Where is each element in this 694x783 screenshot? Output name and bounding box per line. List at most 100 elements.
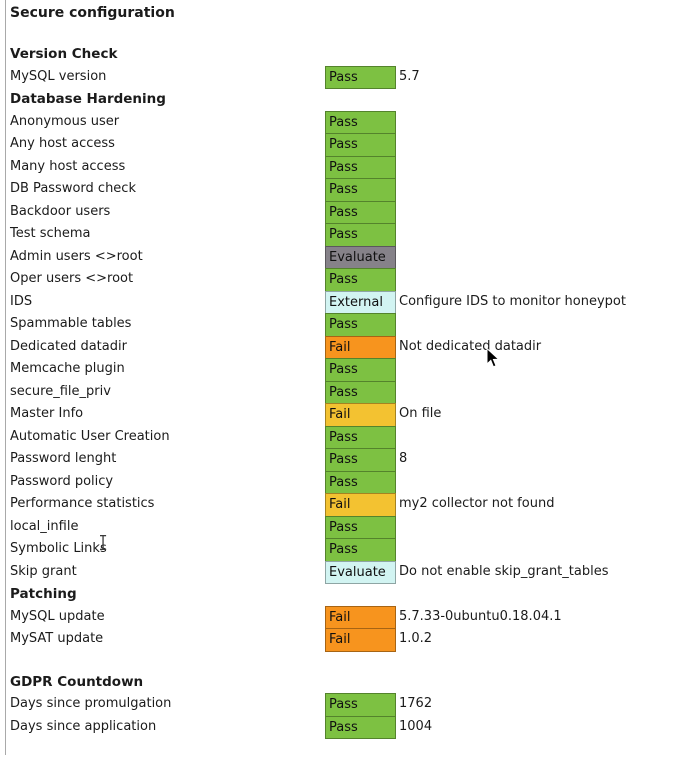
status-badge: Pass xyxy=(325,380,396,404)
status-badge: Evaluate xyxy=(325,245,396,269)
status-badge: Pass xyxy=(325,470,396,494)
check-label: MySQL update xyxy=(10,608,105,624)
section-heading: Patching xyxy=(10,586,77,602)
check-label: Days since promulgation xyxy=(10,696,172,711)
page-title: Secure configuration xyxy=(10,5,175,21)
check-detail: On file xyxy=(399,406,442,421)
check-label: Days since application xyxy=(10,718,157,734)
status-badge: Pass xyxy=(325,155,396,179)
check-detail: 1004 xyxy=(399,718,433,734)
check-row: Dedicated datadir Fail Not dedicated datad… xyxy=(10,335,690,359)
status-badge: Fail xyxy=(325,493,396,517)
section-heading: Database Hardening xyxy=(10,91,166,107)
check-detail: 5.7.33-0ubuntu0.18.04.1 xyxy=(399,608,562,624)
check-row: Master Info Fail On file xyxy=(10,403,690,427)
check-detail: Configure IDS to monitor honeypot xyxy=(399,293,626,309)
check-row: Password policy Pass xyxy=(10,470,690,494)
check-label: Performance statistics xyxy=(10,496,155,511)
check-detail: Not dedicated datadir xyxy=(399,338,542,354)
check-label: IDS xyxy=(10,293,33,309)
check-detail: 1762 xyxy=(399,696,433,711)
status-badge: Fail xyxy=(325,335,396,359)
check-row: DB Password check Pass xyxy=(10,178,690,202)
left-border-line xyxy=(5,0,6,755)
status-badge: Pass xyxy=(325,425,396,449)
section-heading: Version Check xyxy=(10,46,118,62)
status-badge: Evaluate xyxy=(325,560,396,584)
check-detail: 1.0.2 xyxy=(399,631,433,646)
status-badge: Pass xyxy=(325,268,396,292)
check-detail: Do not enable skip_grant_tables xyxy=(399,563,609,579)
check-row: Days since application Pass 1004 xyxy=(10,715,690,739)
status-badge: Pass xyxy=(325,358,396,382)
check-label: Password policy xyxy=(10,473,114,489)
status-badge: Pass xyxy=(325,693,396,717)
status-badge: Pass xyxy=(325,715,396,739)
check-label: Dedicated datadir xyxy=(10,338,127,354)
status-badge: Pass xyxy=(325,448,396,472)
check-label: MySQL version xyxy=(10,68,107,84)
check-row: Test schema Pass xyxy=(10,223,690,247)
check-label: Skip grant xyxy=(10,563,77,579)
check-label: Memcache plugin xyxy=(10,361,125,376)
status-badge: Pass xyxy=(325,313,396,337)
check-row: secure_file_priv Pass xyxy=(10,380,690,404)
check-label: Test schema xyxy=(10,226,91,241)
check-label: Automatic User Creation xyxy=(10,428,170,444)
check-row: Backdoor users Pass xyxy=(10,200,690,224)
status-badge: Pass xyxy=(325,538,396,562)
section-heading: GDPR Countdown xyxy=(10,673,144,690)
check-row: MySQL version Pass 5.7 xyxy=(10,65,690,89)
check-label: Spammable tables xyxy=(10,316,132,331)
status-badge: Pass xyxy=(325,178,396,202)
status-badge: Pass xyxy=(325,515,396,539)
status-badge: Pass xyxy=(325,223,396,247)
check-detail: 5.7 xyxy=(399,68,420,84)
check-row: Days since promulgation Pass 1762 xyxy=(10,693,690,717)
check-label: Symbolic Links xyxy=(10,541,107,556)
check-row: Oper users <>root Pass xyxy=(10,268,690,292)
section-gap xyxy=(10,651,690,671)
check-label: Anonymous user xyxy=(10,113,120,129)
check-row: Many host access Pass xyxy=(10,155,690,179)
check-row: Skip grant Evaluate Do not enable skip_gra… xyxy=(10,560,690,584)
status-badge: Pass xyxy=(325,65,396,89)
check-row: Symbolic Links Pass xyxy=(10,538,690,562)
check-row: Anonymous user Pass xyxy=(10,110,690,134)
check-row: IDS External Configure IDS to monitor hone… xyxy=(10,290,690,314)
report-content: Secure configuration Version Check MySQL … xyxy=(10,2,690,739)
check-row: Automatic User Creation Pass xyxy=(10,425,690,449)
check-row: Memcache plugin Pass xyxy=(10,358,690,382)
check-label: Password lenght xyxy=(10,451,117,466)
status-badge: Pass xyxy=(325,110,396,134)
check-row: Password lenght Pass 8 xyxy=(10,448,690,472)
check-label: Any host access xyxy=(10,136,115,151)
check-row: MySAT update Fail 1.0.2 xyxy=(10,628,690,652)
status-badge: Fail xyxy=(325,628,396,652)
status-badge: Pass xyxy=(325,200,396,224)
check-row: Admin users <>root Evaluate xyxy=(10,245,690,269)
check-label: secure_file_priv xyxy=(10,383,111,399)
check-row: Any host access Pass xyxy=(10,133,690,157)
check-row: MySQL update Fail 5.7.33-0ubuntu0.18.04.1 xyxy=(10,605,690,629)
check-row: Spammable tables Pass xyxy=(10,313,690,337)
check-row: local_infile Pass xyxy=(10,515,690,539)
check-row: Performance statistics Fail my2 collector … xyxy=(10,493,690,517)
status-badge: Pass xyxy=(325,133,396,157)
check-label: local_infile xyxy=(10,518,79,534)
status-badge: Fail xyxy=(325,605,396,629)
report-body: Version Check MySQL version Pass 5.7 Databas… xyxy=(10,43,690,739)
check-detail: 8 xyxy=(399,451,408,466)
check-label: Backdoor users xyxy=(10,203,111,219)
check-label: Master Info xyxy=(10,406,84,421)
status-badge: External xyxy=(325,290,396,314)
check-label: Oper users <>root xyxy=(10,271,134,286)
status-badge: Fail xyxy=(325,403,396,427)
check-label: Many host access xyxy=(10,158,126,174)
check-label: Admin users <>root xyxy=(10,248,143,264)
title-gap xyxy=(10,24,690,43)
check-label: DB Password check xyxy=(10,181,136,196)
check-label: MySAT update xyxy=(10,631,104,646)
check-detail: my2 collector not found xyxy=(399,496,555,511)
